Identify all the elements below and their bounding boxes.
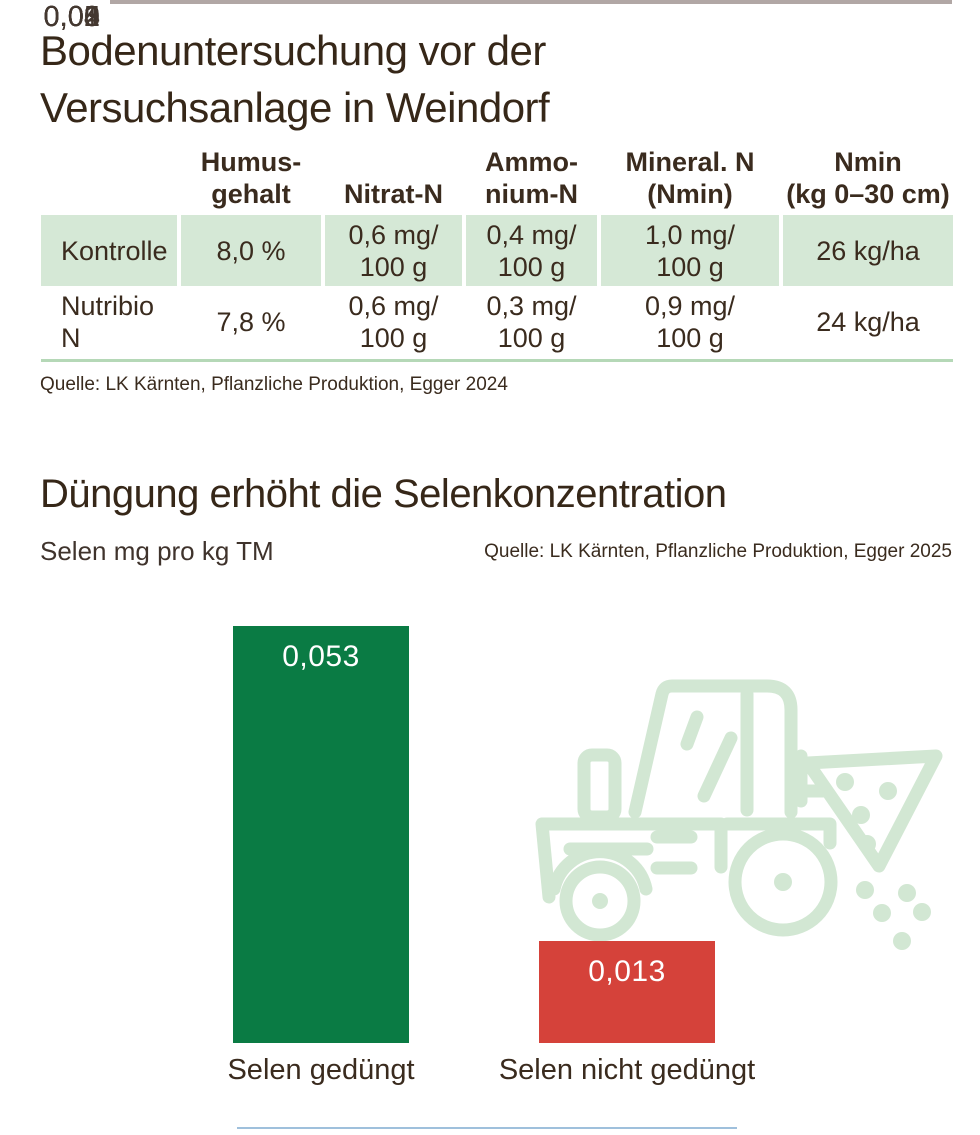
y-tick-label: 0,03 [43, 1, 100, 33]
table-cell: 0,4 mg/ 100 g [466, 215, 597, 286]
y-tick-label: 0,05 [43, 1, 100, 33]
page-title: Bodenuntersuchung vor der Versuchsanlage… [40, 27, 550, 131]
category-label: Selen gedüngt [227, 1054, 415, 1086]
table-header-cell: Ammo- nium-N [485, 147, 578, 209]
table-source: Quelle: LK Kärnten, Pflanzliche Produkti… [40, 374, 508, 395]
chart-title: Düngung erhöht die Selenkonzentration [40, 472, 727, 516]
table-header-cell: Mineral. N (Nmin) [625, 147, 755, 209]
table-cell: 1,0 mg/ 100 g [601, 215, 779, 286]
table-cell: 26 kg/ha [783, 215, 953, 286]
table-header-cell: Humus- gehalt [200, 147, 302, 209]
y-tick-label: 0 [83, 1, 100, 33]
table-cell: 8,0 % [181, 215, 321, 286]
category-label: Selen nicht gedüngt [498, 1054, 756, 1086]
table-cell: 0,6 mg/ 100 g [348, 290, 439, 353]
y-tick-label: 0,04 [43, 1, 100, 33]
bar-value-label: 0,013 [588, 955, 666, 988]
row-label: Kontrolle [41, 215, 177, 286]
table-cell: 0,6 mg/ 100 g [325, 215, 462, 286]
table-cell: 0,3 mg/ 100 g [486, 290, 577, 353]
y-tick-label: 0,01 [43, 1, 100, 33]
table-bottom-rule [41, 359, 953, 362]
y-tick-label: 0,02 [43, 1, 100, 33]
chart-y-axis-label: Selen mg pro kg TM [40, 536, 274, 566]
table-cell: 0,9 mg/ 100 g [644, 290, 736, 353]
soil-table: Humus- gehalt Nitrat-N Ammo- nium-N Mine… [41, 140, 953, 362]
table-header-cell: Nitrat-N [344, 179, 443, 209]
bar-value-label: 0,053 [282, 640, 360, 673]
table-cell: 7,8 % [216, 306, 286, 337]
table-header-cell: Nmin (kg 0–30 cm) [786, 147, 950, 209]
gridline [110, 0, 952, 4]
bottom-rule [237, 1127, 737, 1129]
tractor-icon [535, 679, 943, 950]
table-row: Kontrolle 8,0 % 0,6 mg/ 100 g 0,4 mg/ 10… [41, 215, 953, 286]
bar-selen-nicht-geduengt: 0,013 [539, 941, 715, 1043]
table-header-row: Humus- gehalt Nitrat-N Ammo- nium-N Mine… [41, 140, 953, 215]
table-cell: 24 kg/ha [816, 306, 920, 337]
chart-source: Quelle: LK Kärnten, Pflanzliche Produkti… [484, 541, 952, 562]
table-row: Nutribio N 7,8 % 0,6 mg/ 100 g 0,3 mg/ 1… [41, 286, 953, 357]
row-label: Nutribio N [61, 290, 155, 353]
bar-selen-geduengt: 0,053 [233, 626, 409, 1043]
